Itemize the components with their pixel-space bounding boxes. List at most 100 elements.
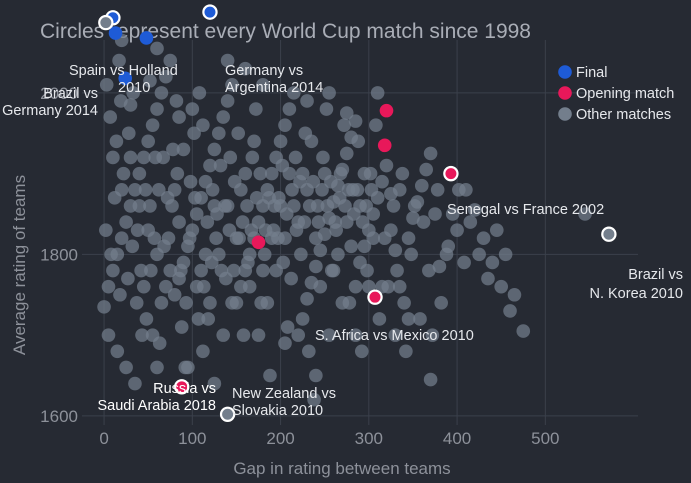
- data-point-other: [114, 231, 129, 246]
- annotation-russia-line: Russia vs: [153, 381, 216, 397]
- data-point-other: [430, 182, 445, 197]
- data-point-other: [119, 360, 133, 375]
- data-point-other: [220, 53, 235, 68]
- data-point-other: [422, 263, 436, 278]
- data-point-other: [172, 215, 186, 229]
- data-point-other: [295, 312, 310, 326]
- highlighted-point-germany-argentina: [202, 4, 218, 20]
- data-point-other: [101, 279, 116, 294]
- data-point-other: [264, 166, 279, 181]
- data-point-other: [357, 166, 372, 181]
- data-point-other: [322, 328, 336, 342]
- data-point-other: [121, 126, 136, 141]
- data-point-other: [295, 166, 310, 181]
- data-point-other: [313, 243, 328, 258]
- data-point-final: [139, 31, 154, 45]
- data-point-other: [399, 344, 413, 359]
- data-point-other: [375, 279, 389, 294]
- data-point-other: [253, 166, 268, 181]
- data-point-other: [183, 174, 198, 189]
- data-point-other: [256, 263, 270, 278]
- data-point-other: [413, 312, 427, 326]
- data-point-other: [355, 215, 370, 229]
- data-point-other: [198, 247, 213, 262]
- data-point-other: [300, 291, 314, 306]
- annotation-nz-line: Slovakia 2010: [232, 403, 323, 419]
- data-point-other: [472, 247, 486, 262]
- legend-label-opening: Opening match: [576, 86, 674, 102]
- data-point-other: [306, 174, 321, 189]
- data-point-other: [163, 263, 178, 278]
- data-point-other: [360, 263, 374, 278]
- data-point-other: [379, 158, 394, 173]
- data-point-other: [116, 166, 131, 181]
- data-point-other: [386, 199, 401, 213]
- data-point-other: [364, 182, 379, 197]
- data-point-other: [232, 231, 246, 246]
- data-point-other: [234, 182, 248, 197]
- data-point-other: [476, 231, 491, 246]
- data-point-other: [481, 271, 495, 286]
- data-point-other: [136, 150, 151, 165]
- data-point-other: [392, 182, 407, 197]
- data-point-other: [315, 182, 329, 197]
- data-point-other: [302, 199, 317, 213]
- data-point-other: [329, 223, 343, 237]
- data-point-other: [366, 231, 381, 246]
- data-point-other: [207, 376, 222, 391]
- data-point-other: [236, 328, 251, 342]
- data-point-other: [103, 110, 118, 124]
- data-point-other: [335, 296, 350, 310]
- data-point-other: [119, 215, 133, 229]
- data-point-other: [348, 279, 363, 294]
- data-point-other: [354, 344, 369, 359]
- data-point-other: [213, 158, 228, 173]
- data-point-other: [150, 247, 164, 262]
- data-point-other: [167, 182, 182, 197]
- data-point-other: [172, 110, 186, 124]
- data-point-other: [200, 215, 215, 229]
- data-point-other: [432, 259, 447, 274]
- data-point-other: [319, 102, 334, 116]
- data-point-other: [324, 174, 338, 189]
- data-point-other: [339, 146, 354, 161]
- data-point-other: [285, 182, 299, 197]
- data-point-other: [313, 279, 328, 294]
- data-point-other: [245, 150, 260, 165]
- y-tick-label: 1800: [40, 245, 78, 264]
- data-point-other: [428, 207, 442, 221]
- data-point-other: [165, 199, 179, 213]
- data-point-other: [218, 199, 232, 213]
- data-point-other: [375, 174, 389, 189]
- y-axis-label: Average rating of teams: [10, 175, 29, 355]
- data-point-other: [132, 166, 147, 181]
- data-point-other: [397, 296, 411, 310]
- data-point-other: [225, 77, 239, 92]
- data-point-other: [348, 328, 363, 342]
- data-point-other: [348, 114, 363, 128]
- data-point-other: [401, 231, 416, 246]
- data-point-other: [384, 223, 398, 237]
- data-point-other: [337, 118, 351, 132]
- highlighted-points: [98, 4, 617, 422]
- data-point-other: [322, 86, 336, 100]
- data-point-other: [503, 304, 517, 318]
- data-point-other: [196, 118, 210, 132]
- data-point-other: [516, 324, 531, 338]
- data-point-other: [138, 182, 153, 197]
- data-point-other: [130, 223, 145, 237]
- data-point-other: [249, 191, 264, 205]
- data-point-other: [211, 247, 226, 262]
- data-point-other: [139, 312, 154, 326]
- data-point-final: [118, 71, 133, 86]
- data-point-other: [423, 146, 438, 161]
- x-tick-label: 100: [178, 429, 206, 448]
- data-point-other: [121, 271, 135, 286]
- data-point-other: [141, 134, 155, 149]
- data-point-other: [439, 247, 454, 262]
- data-point-other: [307, 392, 321, 407]
- data-point-other: [101, 328, 116, 342]
- data-point-other: [485, 255, 500, 270]
- data-point-other: [350, 182, 365, 197]
